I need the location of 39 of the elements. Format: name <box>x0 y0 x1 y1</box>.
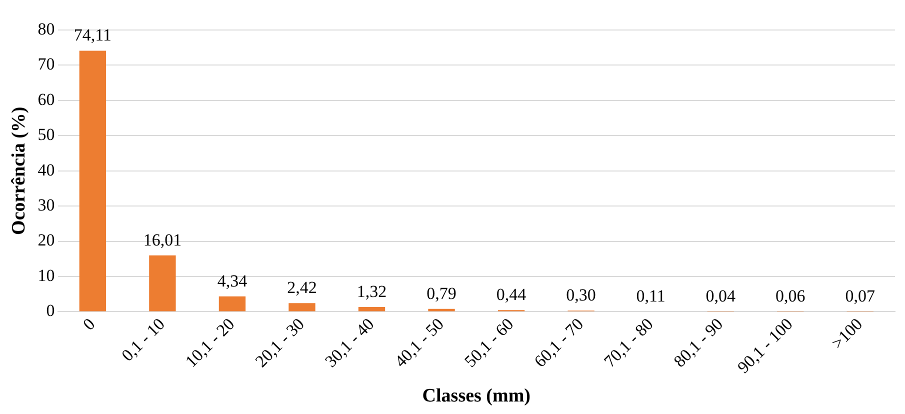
x-tick-label: 20,1 - 30 <box>251 314 308 371</box>
x-axis-title: Classes (mm) <box>422 386 530 407</box>
bar <box>79 50 106 312</box>
x-tick-label: 80,1 - 90 <box>670 314 727 371</box>
y-tick-label: 70 <box>38 54 55 74</box>
y-axis-title: Ocorrência (%) <box>8 106 30 235</box>
data-label: 0,06 <box>775 286 806 306</box>
x-tick-label: 90,1 - 100 <box>734 314 796 377</box>
bar <box>218 296 246 312</box>
data-label: 16,01 <box>143 230 182 250</box>
data-label: 1,32 <box>356 282 387 302</box>
data-label: 0,07 <box>845 286 876 306</box>
data-label: 0,44 <box>496 285 527 304</box>
data-label: 0,04 <box>706 286 736 306</box>
y-tick-label: 0 <box>46 301 55 320</box>
data-label: 2,42 <box>287 278 317 298</box>
x-tick-label: 50,1 - 60 <box>460 314 518 371</box>
bar <box>149 255 176 312</box>
data-label: 0,11 <box>636 286 666 306</box>
bar <box>288 303 316 312</box>
x-tick-label: 60,1 - 70 <box>530 314 588 371</box>
y-tick-label: 80 <box>38 19 55 38</box>
y-tick-label: 50 <box>38 125 55 144</box>
y-tick-label: 30 <box>38 196 55 215</box>
x-tick-label: 0 <box>79 314 99 334</box>
x-tick-label: 0,1 - 10 <box>118 314 168 365</box>
data-label: 0,79 <box>426 284 456 303</box>
y-tick-label: 10 <box>38 266 55 285</box>
x-tick-label: 40,1 - 50 <box>390 314 448 371</box>
y-tick-label: 20 <box>38 230 55 250</box>
x-tick-label: 10,1 - 20 <box>182 314 238 371</box>
x-tick-label: 70,1 - 80 <box>600 314 657 371</box>
y-tick-label: 60 <box>38 90 55 109</box>
data-label: 0,30 <box>566 286 596 305</box>
x-tick-label: 30,1 - 40 <box>321 314 378 371</box>
y-tick-label: 40 <box>38 160 55 180</box>
bar <box>358 307 386 312</box>
data-label: 74,11 <box>74 26 112 45</box>
data-label: 4,34 <box>217 271 248 290</box>
